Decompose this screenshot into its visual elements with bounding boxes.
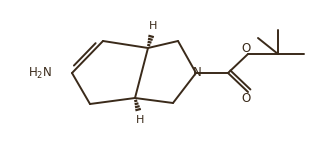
Text: O: O [241,92,251,105]
Text: H$_2$N: H$_2$N [28,65,52,81]
Text: H: H [136,115,144,125]
Text: O: O [241,41,251,54]
Text: H: H [149,21,157,31]
Text: N: N [193,66,201,80]
